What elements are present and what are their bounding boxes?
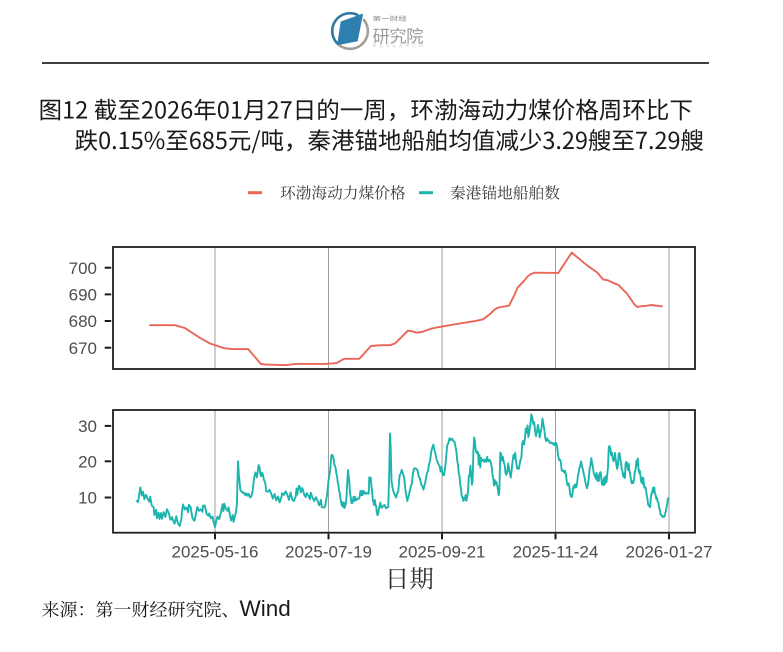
svg-text:10: 10 [78,489,97,508]
svg-text:20: 20 [78,453,97,472]
svg-text:2025-05-16: 2025-05-16 [172,543,259,562]
svg-text:2026-01-27: 2026-01-27 [626,543,713,562]
svg-text:2025-11-24: 2025-11-24 [513,543,599,562]
svg-text:30: 30 [78,417,97,436]
svg-text:680: 680 [69,312,97,331]
svg-text:690: 690 [69,286,97,305]
svg-text:Wind: Wind [240,596,291,621]
svg-text:2025-07-19: 2025-07-19 [285,543,372,562]
svg-text:2025-09-21: 2025-09-21 [399,543,486,562]
svg-text:700: 700 [69,259,97,278]
svg-text:670: 670 [69,339,97,358]
